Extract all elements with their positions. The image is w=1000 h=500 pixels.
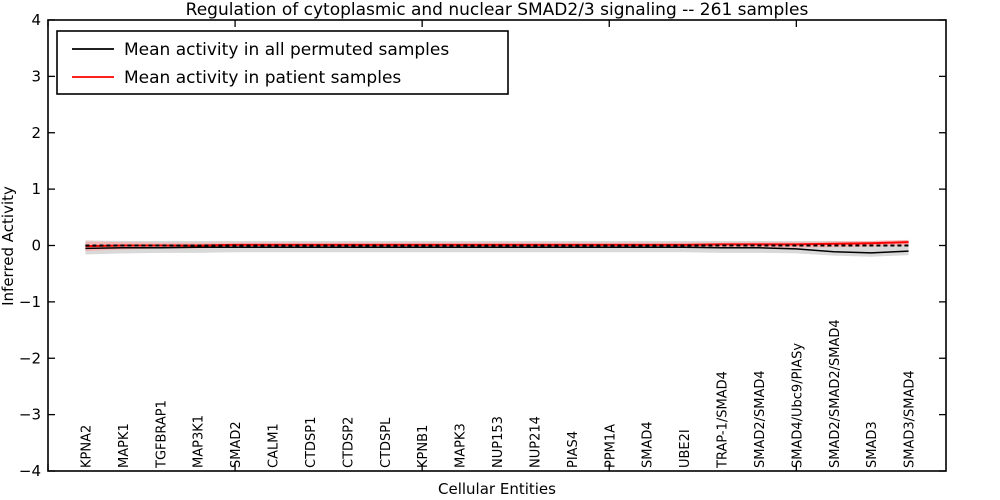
- y-tick-label: −2: [19, 349, 41, 367]
- x-category-label: CTDSP1: [304, 417, 319, 468]
- y-tick-label: −1: [19, 293, 41, 311]
- x-category-label: SMAD4: [641, 421, 656, 468]
- x-category-label: KPNB1: [416, 425, 431, 468]
- x-category-label: TGFBRAP1: [154, 400, 169, 469]
- legend: Mean activity in all permuted samples Me…: [56, 30, 509, 95]
- x-category-label: CTDSP2: [341, 417, 356, 468]
- x-category-label: NUP214: [528, 416, 543, 468]
- x-category-label: SMAD3: [865, 421, 880, 468]
- x-category-label: SMAD3/SMAD4: [903, 370, 918, 468]
- x-category-label: SMAD2/SMAD2/SMAD4: [828, 319, 843, 468]
- x-category-label: SMAD2: [229, 421, 244, 468]
- x-category-label: MAP3K1: [192, 415, 207, 468]
- y-tick-label: 0: [31, 237, 41, 255]
- y-tick-label: −4: [19, 462, 41, 480]
- x-category-label: PIAS4: [566, 431, 581, 468]
- legend-label-patient: Mean activity in patient samples: [124, 68, 401, 88]
- y-tick-label: 1: [31, 180, 41, 198]
- x-category-label: PPM1A: [603, 424, 618, 468]
- x-category-label: SMAD4/Ubc9/PIASy: [790, 343, 805, 468]
- x-axis-label: Cellular Entities: [438, 480, 556, 498]
- x-category-label: CTDSPL: [379, 417, 394, 468]
- y-axis-label: Inferred Activity: [0, 186, 17, 306]
- x-category-label: NUP153: [491, 416, 506, 468]
- y-tick-label: −3: [19, 406, 41, 424]
- x-category-label: UBE2I: [678, 429, 693, 468]
- y-tick-label: 2: [31, 124, 41, 142]
- y-tick-label: 3: [31, 67, 41, 85]
- axes-layer: 4 3 2 1 0 −1 −2 −3 −4 KPNA2 MAPK1 TGFBRAP1 MAP3K1 SMA…: [19, 11, 946, 480]
- x-category-label: CALM1: [267, 423, 282, 468]
- patient-mean-line: [85, 241, 909, 248]
- y-tick-label: 4: [31, 11, 41, 29]
- axes-frame: [47, 19, 947, 472]
- permuted-mean-line: [85, 246, 909, 254]
- legend-label-permuted: Mean activity in all permuted samples: [124, 40, 449, 60]
- chart-title: Regulation of cytoplasmic and nuclear SM…: [186, 0, 809, 20]
- x-category-label: KPNA2: [79, 425, 94, 468]
- x-category-label: MAPK1: [117, 423, 132, 468]
- legend-box: [56, 30, 509, 95]
- x-category-label: MAPK3: [454, 423, 469, 468]
- x-category-label: TRAP-1/SMAD4: [716, 371, 731, 469]
- line-layer: [85, 241, 909, 254]
- x-category-label: SMAD2/SMAD4: [753, 370, 768, 468]
